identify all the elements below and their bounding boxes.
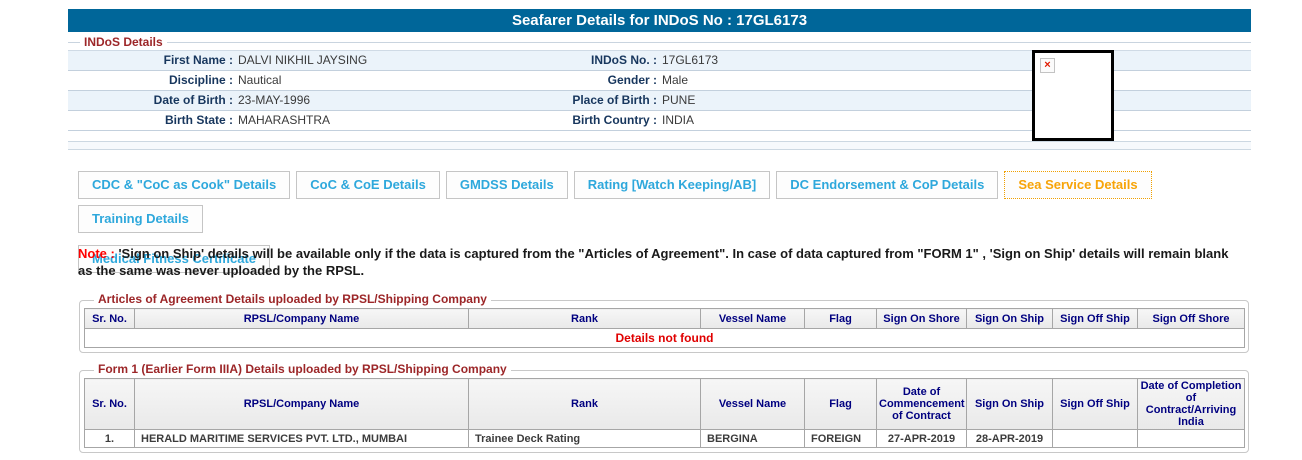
articles-of-agreement-section: Articles of Agreement Details uploaded b… [79,292,1249,353]
gender-value: Male [662,73,689,87]
discipline-label: Discipline : [168,73,233,87]
col-sign-on-ship: Sign On Ship [966,308,1053,329]
note-text: 'Sign on Ship' details will be available… [78,246,1229,278]
tab-training-details[interactable]: Training Details [78,205,203,233]
cell-vessel-name: BERGINA [700,429,805,448]
col-sr-no: Sr. No. [84,378,135,430]
cell-rank: Trainee Deck Rating [468,429,701,448]
tab-gmdss-details[interactable]: GMDSS Details [445,171,568,199]
indos-details-fieldset: INDoS Details [68,35,1251,49]
col-rpsl-company-name: RPSL/Company Name [134,308,469,329]
birth-country-value: INDIA [662,113,695,127]
indos-details-rows: First Name : DALVI NIKHIL JAYSING INDoS … [68,50,1251,131]
col-sign-off-ship: Sign Off Ship [1052,308,1138,329]
col-flag: Flag [804,378,877,430]
col-date-of-completion: Date of Completion of Contract/Arriving … [1137,378,1245,430]
col-date-of-commencement: Date of Commencement of Contract [876,378,967,430]
section-divider [68,141,1251,150]
indos-details-legend: INDoS Details [80,35,167,49]
col-flag: Flag [804,308,877,329]
form1-section: Form 1 (Earlier Form IIIA) Details uploa… [79,362,1249,453]
col-rpsl-company-name: RPSL/Company Name [134,378,469,430]
birth-state-value: MAHARASHTRA [238,113,331,127]
photo-placeholder: × [1032,50,1114,141]
indos-no-value: 17GL6173 [662,53,719,67]
tab-coc-coe-details[interactable]: CoC & CoE Details [296,171,440,199]
sign-on-ship-note: Note : 'Sign on Ship' details will be av… [78,245,1238,279]
cell-flag: FOREIGN [804,429,877,448]
articles-section-legend: Articles of Agreement Details uploaded b… [94,292,491,306]
col-rank: Rank [468,378,701,430]
first-name-value: DALVI NIKHIL JAYSING [238,53,368,67]
indos-no-label: INDoS No. : [591,53,657,67]
details-tab-bar: CDC & "CoC as Cook" Details CoC & CoE De… [78,171,1258,273]
col-sign-off-shore: Sign Off Shore [1137,308,1245,329]
discipline-value: Nautical [238,73,282,87]
cell-date-of-completion [1137,429,1245,448]
cell-sr-no: 1. [84,429,135,448]
table-header-row: Sr. No. RPSL/Company Name Rank Vessel Na… [84,378,1245,430]
details-row: Date of Birth : 23-MAY-1996 Place of Bir… [68,91,1251,111]
col-sign-on-ship: Sign On Ship [966,378,1053,430]
details-not-found-message: Details not found [84,328,1245,348]
col-rank: Rank [468,308,701,329]
date-of-birth-value: 23-MAY-1996 [238,93,311,107]
birth-state-label: Birth State : [164,113,233,127]
page-title: Seafarer Details for INDoS No : 17GL6173 [511,12,808,29]
col-sr-no: Sr. No. [84,308,135,329]
details-row: Discipline : Nautical Gender : Male [68,71,1251,91]
tab-rating-watch-keeping-ab[interactable]: Rating [Watch Keeping/AB] [573,171,771,199]
table-row: 1. HERALD MARITIME SERVICES PVT. LTD., M… [84,429,1245,448]
table-header-row: Sr. No. RPSL/Company Name Rank Vessel Na… [84,308,1245,329]
tab-sea-service-details[interactable]: Sea Service Details [1004,171,1152,199]
details-row: First Name : DALVI NIKHIL JAYSING INDoS … [68,50,1251,71]
form1-section-legend: Form 1 (Earlier Form IIIA) Details uploa… [94,362,511,376]
col-vessel-name: Vessel Name [700,378,805,430]
page-title-bar: Seafarer Details for INDoS No : 17GL6173 [68,9,1251,32]
details-row: Birth State : MAHARASHTRA Birth Country … [68,111,1251,131]
tab-dc-endorsement-cop-details[interactable]: DC Endorsement & CoP Details [776,171,999,199]
tab-cdc-coc-as-cook-details[interactable]: CDC & "CoC as Cook" Details [78,171,291,199]
broken-image-icon: × [1040,58,1055,73]
articles-of-agreement-table: Sr. No. RPSL/Company Name Rank Vessel Na… [84,308,1245,348]
cell-date-of-commencement: 27-APR-2019 [876,429,967,448]
form1-details-table: Sr. No. RPSL/Company Name Rank Vessel Na… [84,378,1245,448]
note-prefix: Note : [78,246,115,261]
birth-country-label: Birth Country : [572,113,657,127]
col-vessel-name: Vessel Name [700,308,805,329]
tab-medical-fitness-certificate[interactable]: Medical Fitness Certificate [78,245,270,273]
cell-sign-off-ship [1052,429,1138,448]
gender-label: Gender : [607,73,657,87]
cell-sign-on-ship: 28-APR-2019 [966,429,1053,448]
first-name-label: First Name : [163,53,233,67]
date-of-birth-label: Date of Birth : [153,93,233,107]
place-of-birth-value: PUNE [662,93,696,107]
empty-result-row: Details not found [84,328,1245,348]
col-sign-off-ship: Sign Off Ship [1052,378,1138,430]
place-of-birth-label: Place of Birth : [572,93,657,107]
cell-rpsl-company-name: HERALD MARITIME SERVICES PVT. LTD., MUMB… [134,429,469,448]
col-sign-on-shore: Sign On Shore [876,308,967,329]
